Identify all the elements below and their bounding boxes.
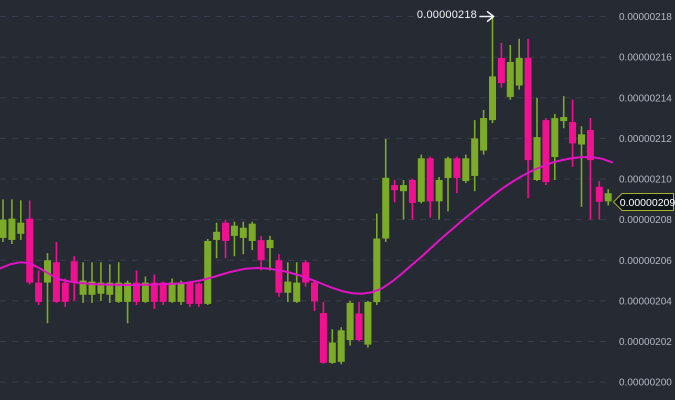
candle-body[interactable]: [177, 282, 185, 302]
candle-body[interactable]: [346, 302, 354, 341]
candle-body[interactable]: [533, 137, 541, 181]
axis-tick-label: 0.00000208: [619, 215, 672, 226]
candle-body[interactable]: [524, 57, 532, 161]
candle-body[interactable]: [293, 282, 301, 302]
candle-body[interactable]: [230, 225, 238, 236]
candle-body[interactable]: [275, 260, 283, 293]
candle-body[interactable]: [506, 62, 514, 97]
candle-body[interactable]: [159, 282, 167, 302]
candle-body[interactable]: [8, 218, 16, 240]
candle-body[interactable]: [560, 117, 568, 122]
axis-tick-label: 0.00000218: [619, 12, 672, 23]
candle-body[interactable]: [186, 282, 194, 304]
candle-body[interactable]: [391, 185, 399, 191]
candle-body[interactable]: [542, 120, 550, 183]
high-price-annotation-label: 0.00000218: [416, 9, 477, 21]
candle-body[interactable]: [435, 180, 443, 202]
candle-body[interactable]: [44, 260, 51, 283]
candle-body[interactable]: [480, 118, 488, 151]
axis-tick-label: 0.00000210: [619, 175, 672, 186]
candle-body[interactable]: [195, 283, 203, 304]
candle-body[interactable]: [595, 186, 603, 202]
candle-body[interactable]: [150, 282, 158, 302]
candle-body[interactable]: [444, 158, 452, 178]
candle-body[interactable]: [408, 180, 416, 203]
arrow-right-icon: [479, 11, 495, 22]
candle-body[interactable]: [417, 158, 425, 202]
high-price-annotation: 0.00000218: [417, 9, 477, 21]
candle-body[interactable]: [489, 76, 496, 121]
axis-tick-label: 0.00000206: [619, 256, 672, 267]
candle-body[interactable]: [382, 177, 390, 239]
candle-body[interactable]: [61, 282, 69, 302]
candle-body[interactable]: [133, 282, 140, 302]
candle-body[interactable]: [311, 282, 318, 302]
candle-body[interactable]: [35, 282, 43, 302]
candle-body[interactable]: [586, 130, 594, 161]
candle-body[interactable]: [604, 193, 612, 202]
candle-body[interactable]: [515, 57, 523, 86]
axis-tick-label: 0.00000204: [619, 296, 672, 307]
candle-body[interactable]: [141, 282, 149, 302]
candle-body[interactable]: [453, 158, 461, 178]
candle-body[interactable]: [373, 238, 381, 303]
candle-body[interactable]: [257, 240, 265, 261]
candle-body[interactable]: [239, 227, 247, 238]
candle-body[interactable]: [26, 218, 34, 283]
candle-body[interactable]: [124, 282, 132, 302]
candle-body[interactable]: [569, 122, 577, 144]
candle-body[interactable]: [426, 158, 434, 202]
candle-body[interactable]: [284, 281, 292, 293]
ma-line: [0, 156, 613, 295]
candle-body[interactable]: [337, 330, 345, 362]
candle-body[interactable]: [106, 282, 114, 295]
axis-tick-label: 0.00000212: [619, 134, 672, 145]
candle-body[interactable]: [97, 282, 105, 294]
candle-body[interactable]: [578, 134, 585, 145]
candle-body[interactable]: [222, 222, 229, 241]
candle-body[interactable]: [70, 261, 78, 282]
candle-body[interactable]: [79, 280, 87, 295]
candle-body[interactable]: [168, 282, 176, 302]
axis-tick-label: 0.00000200: [619, 378, 672, 389]
candle-body[interactable]: [115, 282, 123, 302]
candle-body[interactable]: [319, 313, 327, 363]
candle-body[interactable]: [302, 262, 310, 283]
candle-body[interactable]: [248, 223, 256, 241]
candle-body[interactable]: [364, 301, 372, 345]
candle-body[interactable]: [88, 281, 96, 295]
candle-body[interactable]: [0, 219, 7, 238]
axis-tick-label: 0.00000214: [619, 93, 672, 104]
candle-body[interactable]: [497, 57, 505, 84]
candle-body[interactable]: [204, 240, 212, 304]
candle-body[interactable]: [52, 262, 60, 302]
candle-body[interactable]: [213, 231, 221, 240]
candle-body[interactable]: [17, 222, 25, 234]
candle-body[interactable]: [551, 118, 559, 158]
axis-tick-label: 0.00000216: [619, 53, 672, 64]
candle-body[interactable]: [266, 239, 274, 249]
candle-body[interactable]: [471, 138, 479, 176]
axis-tick-label: 0.00000202: [619, 337, 672, 348]
candle-body[interactable]: [462, 158, 470, 182]
candle-body[interactable]: [328, 342, 336, 363]
candle-body[interactable]: [355, 313, 363, 341]
candle-body[interactable]: [400, 185, 407, 192]
